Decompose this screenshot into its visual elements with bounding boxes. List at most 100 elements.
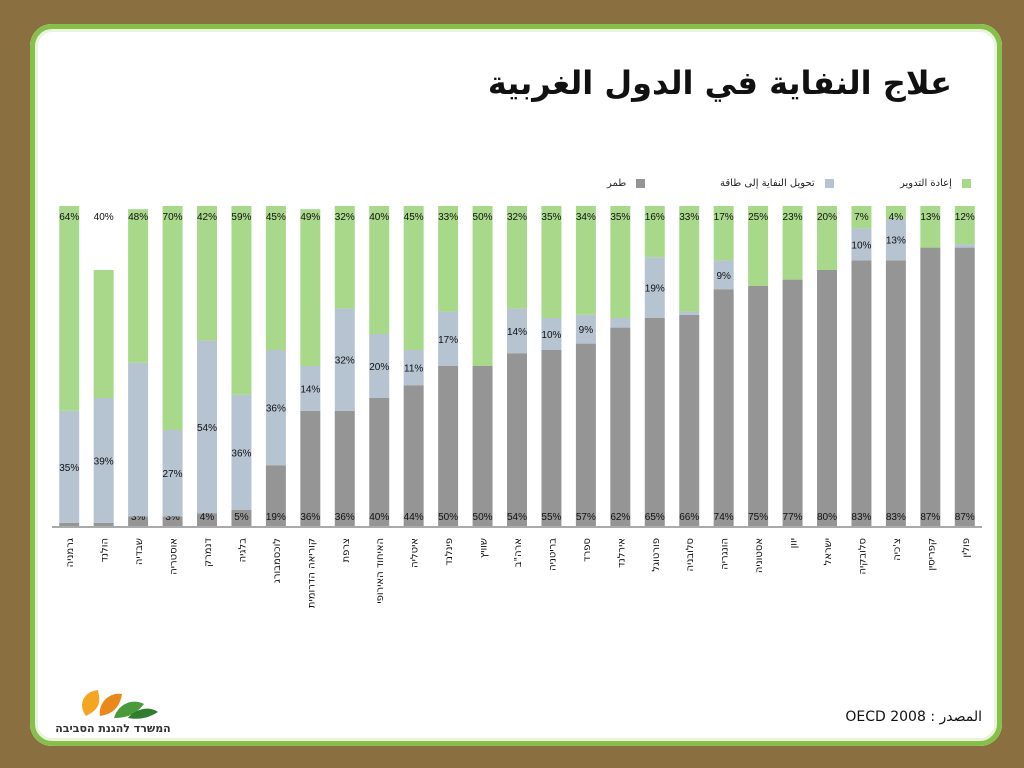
bar-recycling-1	[93, 270, 114, 398]
bar-landfill-4	[197, 513, 217, 526]
category-label-23: סלובקיה	[857, 538, 868, 575]
bar-landfill-6	[265, 465, 286, 526]
category-label-3: אוסטריה	[169, 538, 180, 575]
data-label-landfill-17: 65%	[645, 512, 665, 523]
data-label-landfill-8: 36%	[335, 512, 355, 523]
bar-recycling-11	[438, 206, 459, 312]
legend-item-recycling: إعادة التدوير	[900, 175, 971, 191]
data-label-recycling-11: 33%	[438, 212, 458, 223]
bar-recycling-16	[610, 206, 631, 318]
data-label-recycling-20: 25%	[748, 212, 768, 223]
legend-item-landfill: طمر	[607, 175, 646, 191]
category-label-13: ארה"ב	[513, 538, 524, 567]
bar-energy-8	[334, 308, 355, 411]
bar-energy-17	[644, 257, 665, 318]
bar-recycling-6	[265, 206, 286, 350]
data-label-recycling-23: 7%	[854, 212, 869, 223]
data-label-landfill-25: 87%	[920, 512, 940, 523]
bar-recycling-15	[575, 206, 596, 315]
bar-landfill-25	[920, 247, 941, 526]
data-label-recycling-6: 45%	[266, 212, 286, 223]
bar-landfill-24	[885, 260, 906, 526]
category-label-1: הולנד	[100, 538, 111, 562]
bar-landfill-20	[748, 286, 769, 526]
bar-landfill-23	[851, 260, 872, 526]
stacked-bar-chart: 1%35%64%גרמניה1%39%40%הולנד3%48%שבדיה3%2…	[52, 206, 982, 608]
category-label-22: ישראל	[823, 538, 834, 565]
bar-landfill-10	[403, 385, 424, 526]
category-label-16: אירלנד	[616, 538, 627, 568]
category-label-24: צ'כיה	[892, 538, 903, 561]
category-label-2: שבדיה	[134, 538, 145, 565]
category-label-14: בריטניה	[547, 538, 558, 571]
bar-recycling-10	[403, 206, 424, 350]
bar-landfill-14	[541, 350, 562, 526]
data-label-energy-6: 36%	[266, 404, 286, 415]
data-label-energy-7: 14%	[300, 384, 320, 395]
category-label-25: קפריסין	[926, 538, 937, 571]
data-label-landfill-2: 3%	[131, 512, 146, 523]
data-label-recycling-7: 49%	[300, 212, 320, 223]
category-label-7: קוריאה הדרומית	[306, 538, 317, 608]
data-label-landfill-6: 19%	[266, 512, 286, 523]
bar-recycling-5	[231, 206, 252, 395]
data-label-recycling-21: 23%	[783, 212, 803, 223]
bar-energy-1	[93, 398, 114, 523]
data-label-landfill-18: 66%	[679, 512, 699, 523]
data-label-energy-9: 20%	[369, 362, 389, 373]
slide-title: علاج النفاية في الدول الغربية	[487, 64, 952, 102]
data-label-energy-5: 36%	[231, 448, 251, 459]
bar-landfill-19	[713, 289, 734, 526]
bar-landfill-11	[438, 366, 459, 526]
data-label-recycling-8: 32%	[335, 212, 355, 223]
bar-landfill-15	[575, 343, 596, 526]
data-label-recycling-9: 40%	[369, 212, 389, 223]
bar-recycling-25	[920, 206, 941, 248]
bar-energy-13	[507, 308, 527, 354]
data-label-energy-3: 27%	[163, 469, 183, 480]
category-label-20: אסטוניה	[754, 538, 765, 573]
bar-energy-26	[954, 244, 975, 248]
bar-landfill-5	[231, 510, 252, 526]
data-label-recycling-19: 17%	[714, 212, 734, 223]
bar-landfill-8	[334, 410, 355, 526]
data-label-recycling-15: 34%	[576, 212, 596, 223]
category-label-17: פורטוגל	[651, 538, 662, 572]
data-label-recycling-3: 70%	[163, 212, 183, 223]
category-label-21: יוון	[789, 538, 800, 548]
category-label-8: צרפת	[341, 538, 352, 562]
category-label-15: ספרד	[582, 538, 593, 562]
data-label-recycling-14: 35%	[541, 212, 561, 223]
bar-energy-4	[197, 340, 217, 514]
bar-energy-23	[851, 228, 872, 261]
bar-energy-6	[265, 350, 286, 466]
data-label-recycling-4: 42%	[197, 212, 217, 223]
bar-energy-18	[679, 311, 700, 315]
bar-landfill-7	[300, 410, 321, 526]
data-label-landfill-5: 5%	[234, 512, 249, 523]
bar-recycling-20	[748, 206, 769, 286]
bar-energy-0	[59, 410, 80, 523]
data-label-landfill-12: 50%	[473, 512, 493, 523]
data-label-recycling-0: 64%	[59, 212, 79, 223]
logo-text: המשרד להגנת הסביבה	[55, 722, 171, 735]
bar-landfill-22	[817, 270, 837, 526]
data-label-landfill-24: 83%	[886, 512, 906, 523]
category-label-19: הונגריה	[720, 538, 731, 570]
bar-recycling-2	[128, 209, 149, 363]
bar-energy-11	[438, 311, 459, 366]
data-label-landfill-11: 50%	[438, 512, 458, 523]
bar-energy-14	[541, 318, 562, 350]
bar-recycling-17	[644, 206, 665, 258]
bar-landfill-26	[954, 247, 975, 526]
bar-recycling-13	[507, 206, 527, 309]
data-label-energy-13: 14%	[507, 327, 527, 338]
data-label-recycling-1: 40%	[94, 212, 114, 223]
data-label-landfill-19: 74%	[714, 512, 734, 523]
data-label-recycling-18: 33%	[679, 212, 699, 223]
data-label-recycling-16: 35%	[610, 212, 630, 223]
category-label-5: בלגיה	[237, 538, 248, 563]
bar-recycling-3	[162, 206, 183, 430]
slide: علاج النفاية في الدول الغربية طمر تحويل …	[30, 24, 1002, 746]
legend-label-recycling: إعادة التدوير	[900, 177, 952, 189]
